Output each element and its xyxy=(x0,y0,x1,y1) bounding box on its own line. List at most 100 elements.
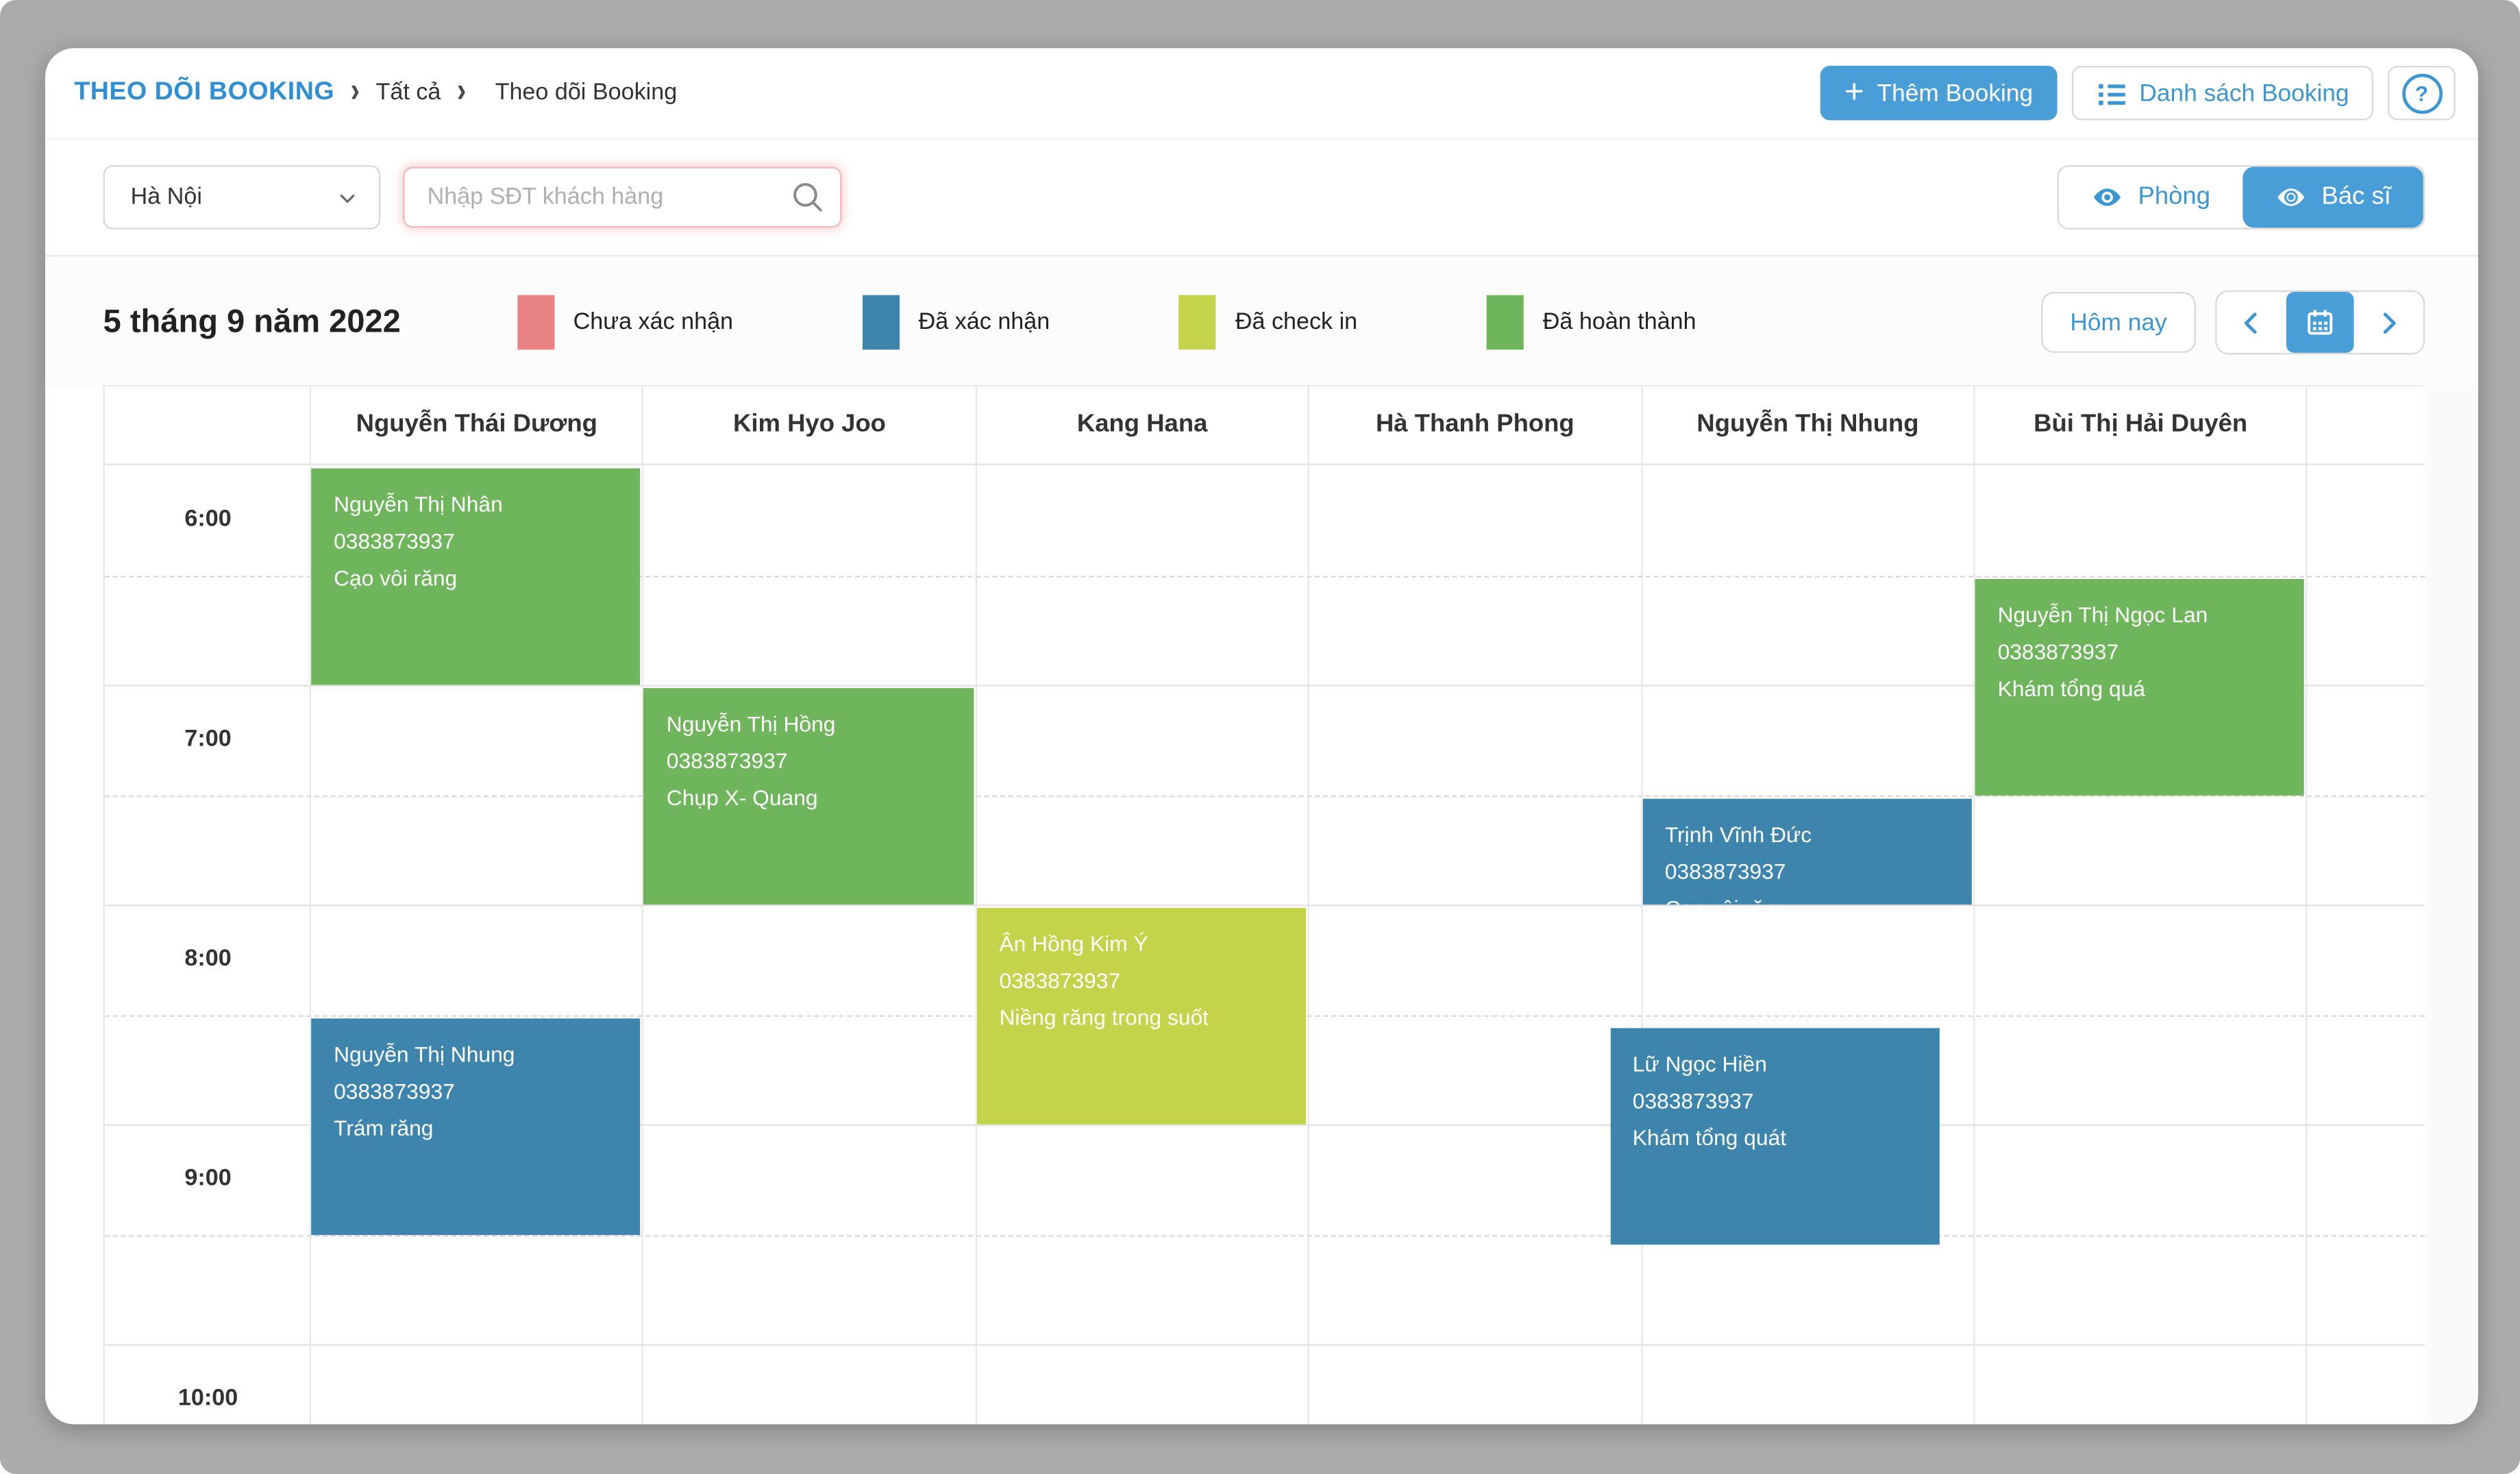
time-label: 8:00 xyxy=(184,946,232,972)
legend-swatch-checkin xyxy=(1178,295,1216,350)
booking-patient: Nguyễn Thị Hồng xyxy=(666,712,836,737)
doctor-column-header: Kang Hana xyxy=(977,386,1310,464)
chevron-down-icon xyxy=(335,185,359,209)
doctor-view-label: Bác sĩ xyxy=(2321,182,2391,210)
add-booking-label: Thêm Booking xyxy=(1877,79,2034,107)
booking-patient: Lữ Ngọc Hiền xyxy=(1632,1051,1767,1076)
booking-patient: Nguyễn Thị Ngọc Lan xyxy=(1997,602,2208,627)
breadcrumb-item-all[interactable]: Tất cả xyxy=(375,80,441,106)
booking-app-card: THEO DÕI BOOKING › Tất cả › Theo dõi Boo… xyxy=(45,48,2478,1425)
booking-phone: 0383873937 xyxy=(999,968,1121,993)
toolbar-right: Hôm nay xyxy=(2041,290,2425,355)
booking-block[interactable]: Nguyễn Thị Hồng 0383873937 Chụp X- Quang xyxy=(643,688,974,905)
date-title: 5 tháng 9 năm 2022 xyxy=(103,304,401,340)
doctor-column-border xyxy=(105,465,1975,1425)
legend-label: Đã hoàn thành xyxy=(1542,309,1696,336)
hour-gridline xyxy=(104,685,2425,687)
booking-phone: 0383873937 xyxy=(1997,639,2119,663)
booking-block[interactable]: Lữ Ngọc Hiền 0383873937 Khám tổng quát xyxy=(1609,1027,1940,1244)
calendar-button[interactable] xyxy=(2286,291,2354,353)
top-bar: THEO DÕI BOOKING › Tất cả › Theo dõi Boo… xyxy=(45,48,2478,140)
room-view-button[interactable]: Phòng xyxy=(2059,167,2243,228)
booking-phone: 0383873937 xyxy=(1664,859,1786,883)
booking-phone: 0383873937 xyxy=(334,1079,455,1103)
search-box xyxy=(403,167,842,228)
breadcrumb-separator-icon: › xyxy=(456,71,467,110)
doctor-column-border xyxy=(105,465,1642,1425)
prev-day-button[interactable] xyxy=(2216,291,2286,353)
legend-item-done: Đã hoàn thành xyxy=(1486,295,1696,350)
booking-block[interactable]: Nguyễn Thị Nhân 0383873937 Cạo vôi răng xyxy=(311,468,641,685)
legend-swatch-done xyxy=(1486,295,1524,350)
schedule-grid: Nguyễn Thái Dương Kim Hyo Joo Kang Hana Hà … xyxy=(103,384,2425,1425)
booking-patient: Ân Hồng Kim Ý xyxy=(999,931,1148,956)
doctor-column-border xyxy=(105,465,1310,1425)
legend-item-confirmed: Đã xác nhận xyxy=(862,295,1050,350)
legend-label: Đã check in xyxy=(1235,309,1358,336)
booking-phone: 0383873937 xyxy=(666,749,788,774)
room-view-label: Phòng xyxy=(2138,182,2211,210)
booking-block[interactable]: Trịnh Vĩnh Đức 0383873937 Cạo vôi răng xyxy=(1642,798,1972,905)
booking-phone: 0383873937 xyxy=(334,529,455,554)
booking-patient: Nguyễn Thị Nhân xyxy=(334,492,503,517)
booking-list-button[interactable]: Danh sách Booking xyxy=(2071,65,2373,121)
booking-service: Chụp X- Quang xyxy=(666,785,818,810)
help-button[interactable]: ? xyxy=(2388,65,2456,121)
legend-item-checkin: Đã check in xyxy=(1178,295,1357,350)
hour-gridline xyxy=(104,1124,2425,1127)
doctor-column-border xyxy=(105,465,977,1425)
booking-service: Cạo vôi răng xyxy=(334,566,458,591)
breadcrumb-title[interactable]: THEO DÕI BOOKING xyxy=(74,78,335,106)
eye-icon xyxy=(2091,181,2123,213)
booking-service: Cạo vôi răng xyxy=(1665,889,1949,905)
legend-swatch-confirmed xyxy=(862,295,900,350)
booking-patient: Trịnh Vĩnh Đức xyxy=(1664,822,1812,846)
doctor-column-header: Bùi Thị Hải Duyên xyxy=(1975,386,2308,464)
doctor-view-button[interactable]: Bác sĩ xyxy=(2243,167,2423,228)
half-hour-gridline xyxy=(104,575,2425,577)
eye-icon xyxy=(2275,181,2307,213)
city-select[interactable]: Hà Nội xyxy=(103,165,381,230)
help-icon: ? xyxy=(2401,73,2442,114)
doctor-column-header: Kim Hyo Joo xyxy=(644,386,977,464)
doctor-column-border xyxy=(105,465,2308,1425)
booking-block[interactable]: Ân Hồng Kim Ý 0383873937 Niềng răng trong … xyxy=(976,907,1307,1125)
doctor-column-header: Nguyễn Thị Nhung xyxy=(1642,386,1975,464)
doctor-column-border xyxy=(105,465,644,1425)
city-select-value: Hà Nội xyxy=(130,184,202,210)
hour-gridline xyxy=(104,1344,2425,1346)
doctor-column-header: Hà Thanh Phong xyxy=(1309,386,1642,464)
breadcrumb: THEO DÕI BOOKING › Tất cả › Theo dõi Boo… xyxy=(74,71,678,110)
booking-block[interactable]: Nguyễn Thị Nhung 0383873937 Trám răng xyxy=(311,1018,641,1235)
half-hour-gridline xyxy=(104,794,2425,797)
today-button[interactable]: Hôm nay xyxy=(2041,291,2197,353)
time-label: 9:00 xyxy=(184,1166,232,1192)
view-toggle: Phòng Bác sĩ xyxy=(2057,165,2425,230)
time-label: 6:00 xyxy=(184,506,232,533)
legend-label: Đã xác nhận xyxy=(918,309,1050,336)
search-icon[interactable] xyxy=(790,180,826,223)
next-day-button[interactable] xyxy=(2354,291,2423,353)
status-legend: Chưa xác nhận Đã xác nhận Đã check in Đã ho… xyxy=(517,295,1696,350)
doctor-header-row: Nguyễn Thái Dương Kim Hyo Joo Kang Hana Hà … xyxy=(104,384,2425,465)
booking-list-label: Danh sách Booking xyxy=(2139,79,2349,107)
chevron-left-icon xyxy=(2238,309,2265,336)
topbar-actions: + Thêm Booking xyxy=(1820,65,2456,121)
search-input[interactable] xyxy=(403,167,842,228)
time-column-border xyxy=(105,465,312,1425)
filter-bar: Hà Nội xyxy=(45,140,2478,257)
header-corner-cell xyxy=(105,386,312,464)
date-nav-group xyxy=(2215,290,2425,355)
grid-right-gap xyxy=(2425,384,2478,1425)
legend-item-pending: Chưa xác nhận xyxy=(517,295,733,350)
doctor-column-header: Nguyễn Thái Dương xyxy=(311,386,644,464)
booking-phone: 0383873937 xyxy=(1632,1088,1754,1113)
booking-service: Khám tổng quát xyxy=(1632,1125,1787,1150)
half-hour-gridline xyxy=(104,1234,2425,1236)
add-booking-button[interactable]: + Thêm Booking xyxy=(1820,65,2058,121)
time-label: 10:00 xyxy=(177,1386,238,1412)
booking-block[interactable]: Nguyễn Thị Ngọc Lan 0383873937 Khám tổng q… xyxy=(1975,578,2305,795)
calendar-toolbar: 5 tháng 9 năm 2022 Chưa xác nhận Đã xác n… xyxy=(45,256,2478,389)
breadcrumb-item-page: Theo dõi Booking xyxy=(495,80,678,106)
